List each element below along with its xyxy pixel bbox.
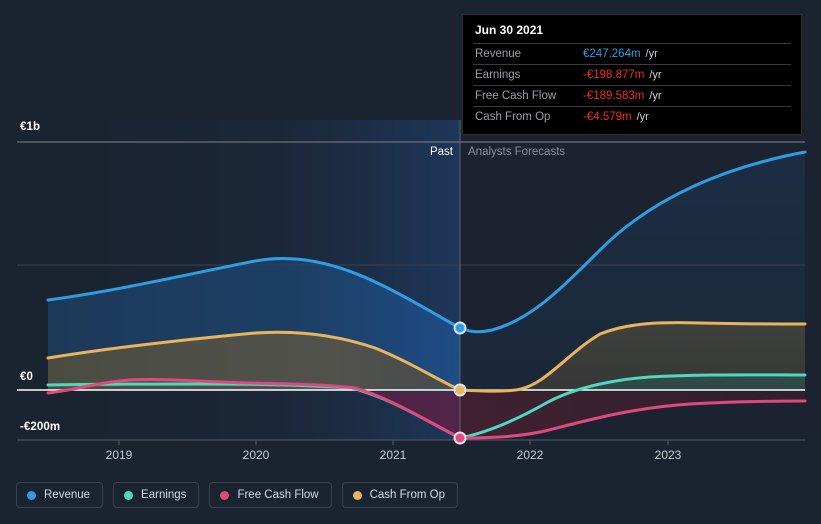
tooltip-row-label: Free Cash Flow [475,90,557,102]
earnings-area-forecast [560,374,805,390]
marker-free-cash-flow[interactable] [453,431,467,445]
legend-color-dot-icon [27,490,36,500]
tooltip-row-value: -€189.583m [583,90,645,102]
data-point-tooltip: Jun 30 2021 Revenue €247.264m/yr Earnings -… [462,14,802,135]
tooltip-row-label: Revenue [475,48,522,60]
forecast-period-label: Analysts Forecasts [468,146,566,158]
past-period-label: Past [429,146,453,158]
legend-color-dot-icon [124,490,134,500]
legend-item-label: Cash From Op [369,489,446,501]
tooltip-row-unit: /yr [649,90,662,102]
x-axis-label-2021: 2021 [379,448,407,462]
earnings-line-forecast [458,373,807,440]
revenue-line-forecast [458,150,807,334]
tooltip-row: Cash From Op -€4.579m/yr [473,107,791,127]
marker-revenue[interactable] [453,321,467,335]
legend-item-earnings[interactable]: Earnings [113,482,200,508]
y-axis-label-0: €0 [20,371,33,383]
marker-cash-from-op[interactable] [453,383,467,397]
y-axis-label-neg200m: -€200m [20,421,61,433]
tooltip-date: Jun 30 2021 [473,23,791,44]
x-axis-label-2022: 2022 [516,448,544,462]
revenue-line-past [46,256,462,330]
legend-item-free-cash-flow[interactable]: Free Cash Flow [209,482,332,508]
tooltip-row-unit: /yr [636,111,649,123]
tooltip-row-unit: /yr [645,48,658,60]
tooltip-row-value: €247.264m [583,48,641,60]
tooltip-row: Free Cash Flow -€189.583m/yr [473,86,791,107]
cash-from-op-area-past [48,332,460,390]
x-axis-label-2023: 2023 [654,448,682,462]
cash-from-op-line-forecast [458,321,807,393]
free-cash-flow-line-past [46,377,462,440]
tooltip-row-unit: /yr [649,69,662,81]
x-axis-label-2019: 2019 [105,448,133,462]
tooltip-row-label: Earnings [475,69,521,81]
legend-item-revenue[interactable]: Revenue [16,482,104,508]
legend-color-dot-icon [220,490,230,500]
legend-item-label: Free Cash Flow [237,489,319,501]
tooltip-row: Earnings -€198.877m/yr [473,65,791,86]
cash-from-op-line-past [46,330,462,392]
tooltip-rows: Revenue €247.264m/yr Earnings -€198.877m/yr… [473,44,791,127]
legend-color-dot-icon [352,490,362,500]
tooltip-row-value: -€198.877m [583,69,645,81]
y-axis-label-1b: €1b [20,121,41,133]
legend-item-cash-from-op[interactable]: Cash From Op [341,482,459,508]
tooltip-row: Revenue €247.264m/yr [473,44,791,65]
negative-area-past [48,392,460,438]
chart-legend: Revenue Earnings Free Cash Flow Cash From O… [16,482,459,508]
x-axis-label-2020: 2020 [242,448,270,462]
free-cash-flow-line-forecast [458,399,807,440]
tooltip-row-label: Cash From Op [475,111,551,123]
tooltip-row-value: -€4.579m [583,111,632,123]
legend-item-label: Revenue [44,489,91,501]
legend-item-label: Earnings [141,489,187,501]
